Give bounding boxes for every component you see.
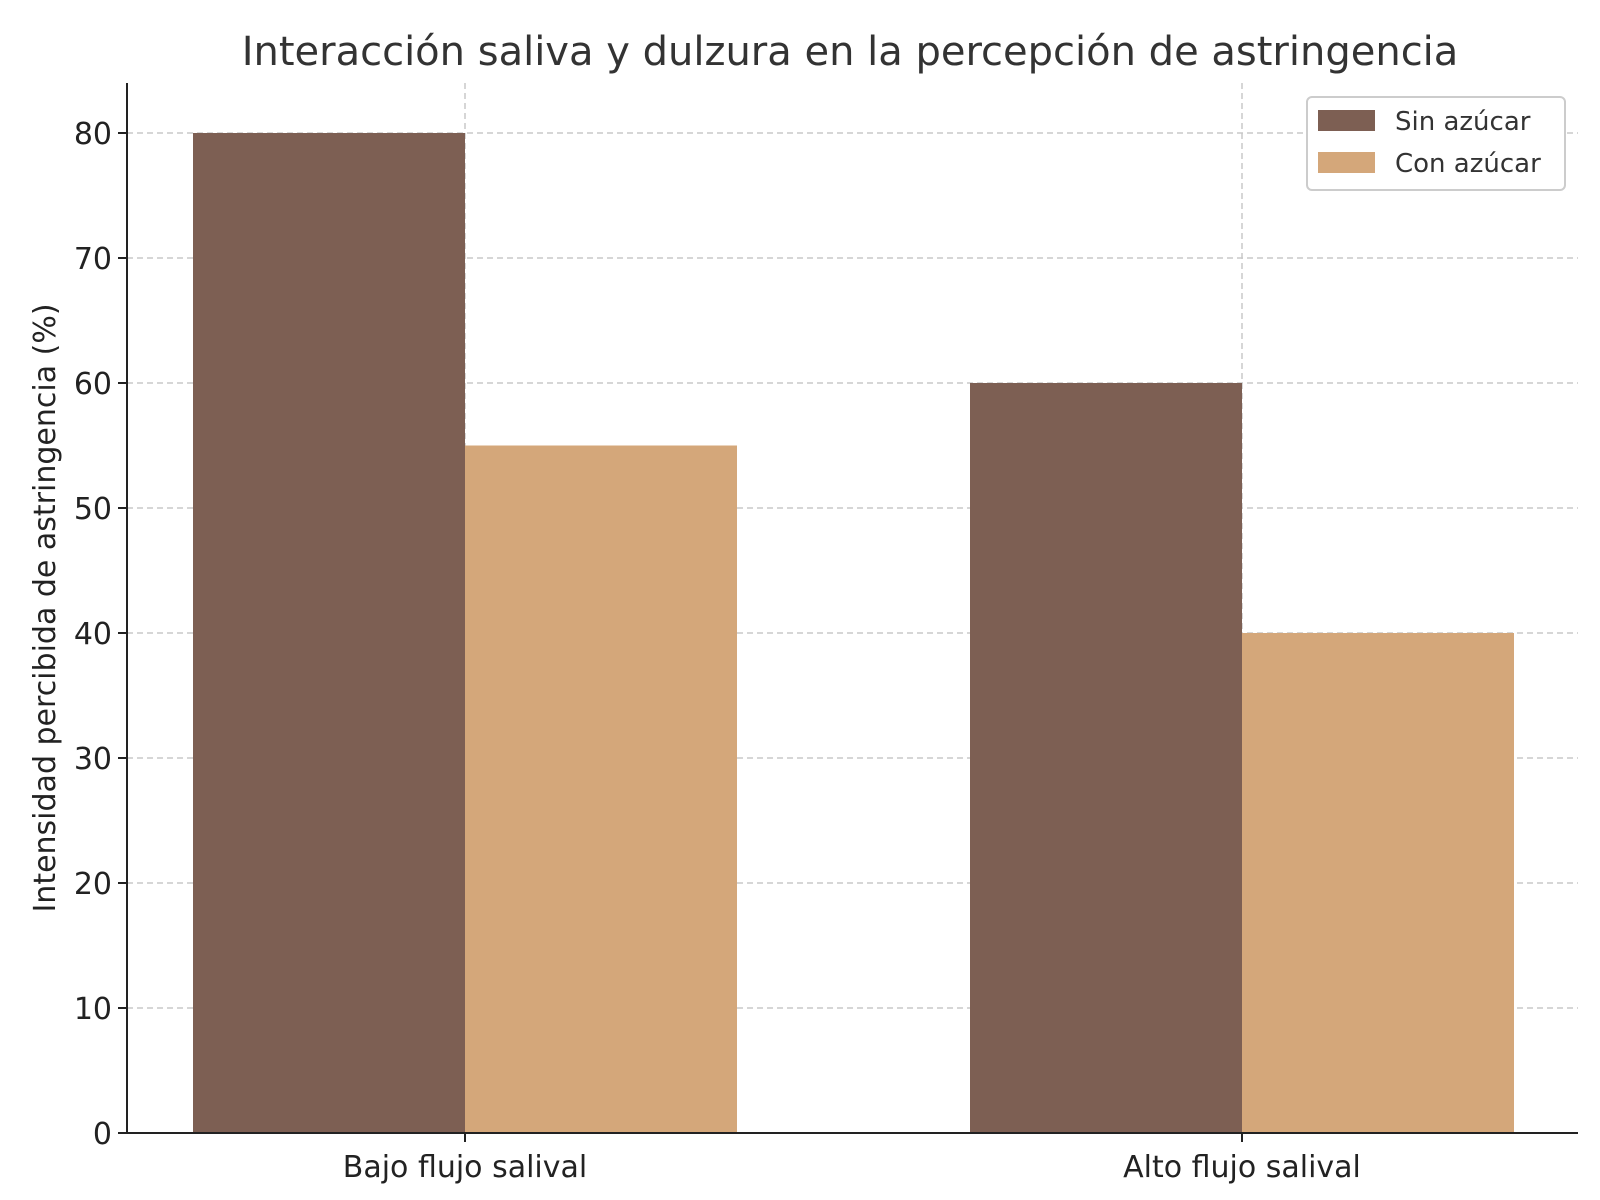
bars bbox=[193, 133, 1514, 1133]
y-tick-label-30: 30 bbox=[74, 742, 112, 777]
y-tick-label-80: 80 bbox=[74, 117, 112, 152]
x-ticks: Bajo flujo salival Alto flujo salival bbox=[343, 1133, 1361, 1185]
chart-title: Interacción saliva y dulzura en la perce… bbox=[242, 29, 1459, 75]
y-axis-label: Intensidad percibida de astringencia (%) bbox=[28, 303, 63, 912]
legend: Sin azúcar Con azúcar bbox=[1306, 96, 1566, 191]
y-tick-label-40: 40 bbox=[74, 617, 112, 652]
legend-label-con-azucar: Con azúcar bbox=[1395, 149, 1541, 179]
legend-swatch-sin-azucar bbox=[1318, 110, 1375, 131]
legend-swatch-con-azucar bbox=[1318, 152, 1375, 173]
bar-con-azucar-0 bbox=[465, 445, 737, 1133]
y-tick-label-50: 50 bbox=[74, 492, 112, 527]
y-tick-label-70: 70 bbox=[74, 242, 112, 277]
bar-con-azucar-1 bbox=[1242, 633, 1514, 1133]
y-tick-label-10: 10 bbox=[74, 992, 112, 1027]
y-tick-label-60: 60 bbox=[74, 367, 112, 402]
x-tick-label-1: Alto flujo salival bbox=[1123, 1150, 1361, 1185]
y-tick-label-20: 20 bbox=[74, 867, 112, 902]
y-ticks: 0 10 20 30 40 50 60 70 80 bbox=[74, 117, 127, 1152]
bar-sin-azucar-0 bbox=[193, 133, 465, 1133]
legend-label-sin-azucar: Sin azúcar bbox=[1395, 107, 1531, 137]
x-tick-label-0: Bajo flujo salival bbox=[343, 1150, 587, 1185]
y-tick-label-0: 0 bbox=[93, 1117, 112, 1152]
bar-sin-azucar-1 bbox=[970, 383, 1242, 1133]
